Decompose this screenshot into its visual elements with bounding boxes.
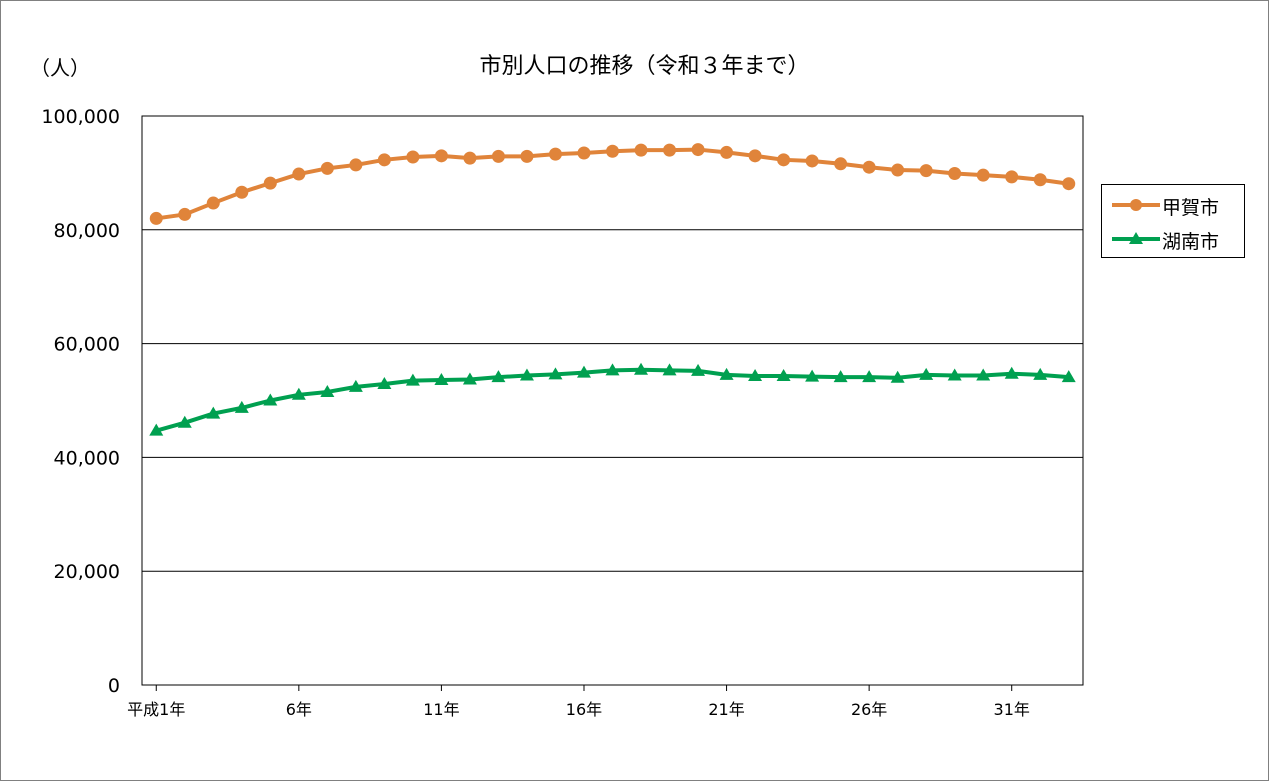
data-point	[833, 370, 848, 383]
data-point	[834, 157, 848, 171]
data-point	[719, 367, 734, 380]
data-point	[1061, 370, 1076, 383]
data-point	[491, 370, 506, 383]
legend-marker-circle-icon	[1112, 199, 1160, 211]
data-point	[263, 393, 278, 406]
legend: 甲賀市 湖南市	[1101, 184, 1245, 258]
data-point	[377, 153, 391, 167]
data-point	[805, 154, 819, 168]
plot-area	[141, 115, 1084, 686]
data-point	[606, 144, 619, 158]
data-point	[548, 147, 562, 161]
data-point	[777, 153, 791, 167]
y-tick-label: 40,000	[54, 447, 120, 469]
y-tick-label: 20,000	[54, 561, 120, 583]
x-tick-label: 16年	[566, 700, 602, 719]
data-point	[976, 168, 990, 182]
data-point	[947, 368, 962, 381]
data-point	[149, 423, 164, 436]
data-point	[263, 176, 277, 190]
data-point	[976, 368, 991, 381]
data-point	[919, 164, 933, 178]
data-point	[406, 150, 420, 164]
legend-label: 甲賀市	[1162, 197, 1220, 219]
data-point	[206, 406, 221, 419]
data-point	[1005, 170, 1019, 184]
data-point	[605, 363, 620, 376]
data-point	[634, 362, 649, 375]
data-point	[577, 146, 591, 160]
legend-marker-triangle-icon	[1112, 232, 1160, 244]
data-point	[1062, 177, 1076, 191]
data-point	[548, 367, 563, 380]
data-point	[463, 151, 477, 165]
y-tick-label: 100,000	[41, 106, 120, 128]
series-group	[149, 143, 1076, 436]
data-point	[1033, 367, 1048, 380]
y-tick-label: 0	[108, 675, 120, 697]
legend-item-koka: 甲賀市	[1102, 190, 1244, 220]
data-point	[576, 365, 591, 378]
gridlines	[142, 115, 1083, 572]
data-point	[891, 163, 905, 177]
data-point	[776, 369, 791, 382]
data-point	[206, 196, 220, 210]
x-axis-ticks: 平成1年 6年 11年 16年 21年 26年 31年	[127, 685, 1030, 719]
data-point	[1004, 366, 1019, 379]
x-tick-label: 21年	[708, 700, 744, 719]
data-point	[462, 372, 477, 385]
data-point	[177, 415, 192, 428]
data-point	[234, 400, 249, 413]
data-point	[1033, 173, 1047, 187]
y-tick-label: 60,000	[54, 334, 120, 356]
x-tick-label: 6年	[286, 700, 312, 719]
data-point	[663, 143, 677, 157]
chart-title: 市別人口の推移（令和３年まで）	[479, 54, 810, 79]
data-point	[377, 376, 392, 389]
data-point	[919, 367, 934, 380]
data-point	[434, 149, 448, 163]
data-point	[149, 211, 163, 225]
data-point	[805, 369, 820, 382]
data-point	[348, 379, 363, 392]
data-point	[520, 149, 534, 163]
x-tick-label: 平成1年	[127, 700, 185, 719]
data-point	[434, 373, 449, 386]
y-axis-unit-label: （人）	[30, 56, 90, 80]
legend-label: 湖南市	[1162, 231, 1220, 253]
data-point	[235, 185, 249, 199]
data-point	[748, 369, 763, 382]
y-axis-ticks: 0 20,000 40,000 60,000 80,000 100,000	[41, 106, 120, 697]
data-point	[691, 363, 706, 376]
data-point	[349, 158, 363, 172]
data-point	[890, 370, 905, 383]
x-tick-label: 11年	[423, 700, 459, 719]
data-point	[320, 384, 335, 397]
data-point	[862, 160, 876, 174]
data-point	[862, 370, 877, 383]
x-tick-label: 31年	[994, 700, 1030, 719]
x-tick-label: 26年	[851, 700, 887, 719]
data-point	[320, 161, 334, 175]
data-point	[691, 143, 705, 157]
data-point	[519, 368, 534, 381]
data-point	[748, 149, 762, 163]
data-point	[720, 145, 734, 159]
data-point	[662, 363, 677, 376]
data-point	[491, 149, 505, 163]
data-point	[948, 166, 962, 180]
data-point	[291, 387, 306, 400]
legend-item-konan: 湖南市	[1102, 224, 1244, 254]
data-point	[292, 167, 306, 181]
data-point	[405, 373, 420, 386]
data-point	[178, 207, 192, 221]
y-tick-label: 80,000	[54, 220, 120, 242]
data-point	[634, 143, 648, 157]
